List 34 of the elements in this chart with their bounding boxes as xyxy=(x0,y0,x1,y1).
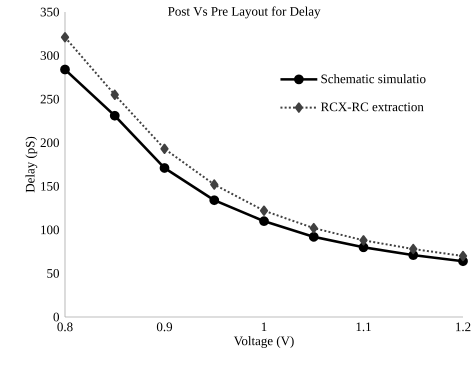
point xyxy=(308,232,319,242)
point xyxy=(60,32,70,42)
point xyxy=(359,235,368,246)
point xyxy=(458,250,468,262)
point xyxy=(260,206,268,216)
x-tick-label: 1.1 xyxy=(356,322,371,332)
y-tick-label: 300 xyxy=(40,51,59,60)
x-tick-label: 1 xyxy=(262,322,266,332)
y-tick-label: 50 xyxy=(47,269,59,278)
y-tick-label: 100 xyxy=(41,225,59,234)
y-tick-label: 200 xyxy=(40,138,59,148)
x-tick-label: 1.2 xyxy=(456,322,470,332)
point xyxy=(110,90,119,100)
point xyxy=(409,244,418,254)
y-tick-label: 150 xyxy=(41,182,59,191)
y-axis-title: Delay (pS) xyxy=(25,136,38,192)
point xyxy=(160,144,169,154)
point xyxy=(110,110,120,121)
point xyxy=(358,242,368,252)
y-tick-label: 0 xyxy=(54,312,59,322)
x-axis-title: Voltage (V) xyxy=(234,336,294,348)
point xyxy=(259,216,269,226)
y-tick-label: 250 xyxy=(40,94,59,104)
y-tick-label: 350 xyxy=(40,8,59,16)
point xyxy=(160,163,170,173)
point xyxy=(210,179,218,190)
point xyxy=(209,195,220,206)
legend-label: RCX-RC extraction xyxy=(320,102,424,112)
point xyxy=(60,64,70,74)
x-tick-label: 0.9 xyxy=(156,322,172,332)
x-tick-label: 0.8 xyxy=(57,322,73,332)
point xyxy=(310,222,318,234)
chart-title: Post Vs Pre Layout for Delay xyxy=(168,6,320,18)
legend-label: Schematic simulatio xyxy=(321,74,426,84)
